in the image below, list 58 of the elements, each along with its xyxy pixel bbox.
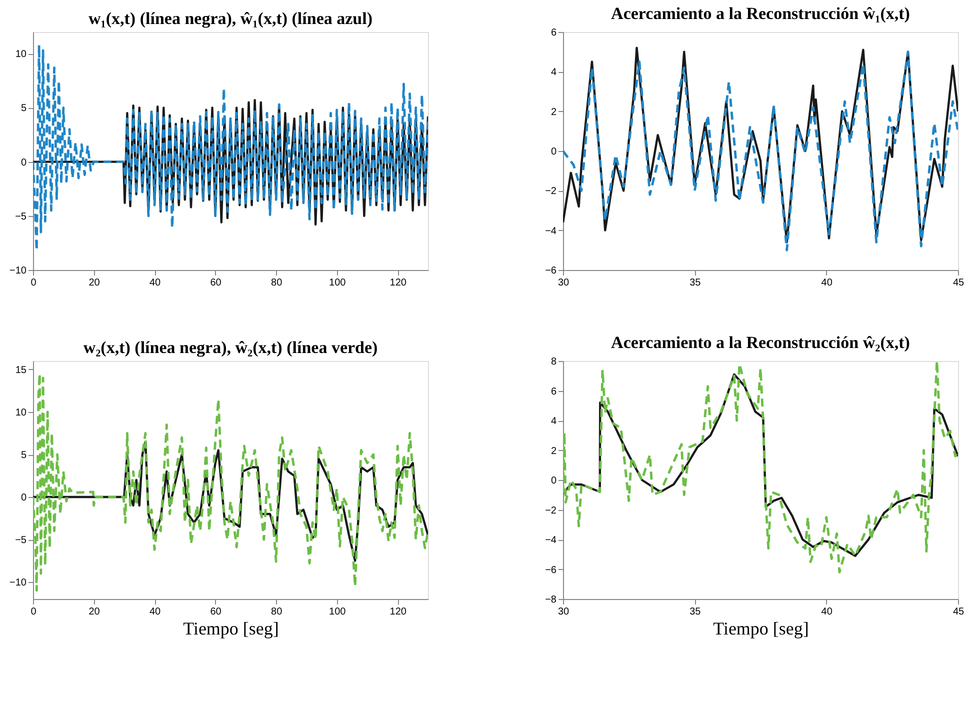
y-tick-label: 0 — [550, 146, 557, 158]
x-tick-label: 20 — [88, 606, 100, 618]
chart-title: Acercamiento a la Reconstrucción ŵ₁(x,t) — [611, 4, 910, 23]
x-tick-label: 30 — [558, 606, 570, 618]
x-tick-label: 0 — [30, 278, 37, 288]
y-tick-label: −5 — [15, 535, 27, 546]
x-axis-title: Tiempo [seg] — [713, 618, 809, 638]
y-tick-label: 5 — [20, 450, 27, 461]
y-tick-label: 5 — [20, 103, 27, 114]
y-tick-label: 10 — [15, 49, 27, 60]
line-series — [33, 372, 428, 592]
y-tick-label: −2 — [545, 186, 557, 198]
x-tick-label: 35 — [690, 278, 702, 288]
y-tick-label: 6 — [550, 386, 557, 398]
y-tick-label: 4 — [550, 67, 557, 78]
line-series — [33, 440, 428, 562]
y-tick-label: −10 — [10, 266, 27, 276]
x-tick-label: 45 — [952, 278, 964, 288]
y-tick-label: −4 — [545, 226, 557, 237]
y-tick-label: 4 — [550, 416, 557, 427]
x-axis-title: Tiempo [seg] — [183, 618, 279, 638]
x-tick-label: 40 — [821, 278, 833, 288]
chart-title: w₂(x,t) (línea negra), ŵ₂(x,t) (línea verde) — [83, 338, 378, 357]
x-tick-label: 40 — [149, 606, 162, 618]
chart-title: Acercamiento a la Reconstrucción ŵ₂(x,t) — [611, 333, 910, 352]
y-tick-label: 0 — [20, 157, 27, 168]
x-tick-label: 35 — [690, 606, 702, 618]
y-tick-label: 0 — [550, 476, 557, 486]
y-tick-label: −8 — [545, 594, 557, 606]
y-tick-label: −10 — [10, 578, 27, 588]
x-tick-label: 40 — [821, 606, 833, 618]
x-tick-label: 0 — [30, 606, 37, 618]
x-tick-label: 20 — [88, 278, 100, 288]
x-tick-label: 30 — [558, 278, 570, 288]
x-tick-label: 80 — [271, 278, 283, 288]
x-tick-label: 60 — [210, 278, 222, 288]
chart-title: w₁(x,t) (línea negra), ŵ₁(x,t) (línea azul) — [88, 9, 373, 28]
x-tick-label: 45 — [952, 606, 964, 618]
x-tick-label: 40 — [149, 278, 162, 288]
y-tick-label: −5 — [15, 211, 27, 222]
y-tick-label: 0 — [20, 492, 27, 504]
y-tick-label: 10 — [15, 408, 27, 418]
y-tick-label: −4 — [545, 535, 557, 546]
y-tick-label: 2 — [550, 446, 557, 457]
x-tick-label: 120 — [390, 278, 407, 288]
x-tick-label: 100 — [329, 278, 346, 288]
y-tick-label: −2 — [545, 505, 557, 516]
y-tick-label: 6 — [550, 28, 557, 38]
y-tick-label: 8 — [550, 356, 557, 368]
line-series — [33, 99, 428, 226]
y-tick-label: −6 — [545, 266, 557, 276]
x-tick-label: 80 — [271, 606, 283, 618]
y-tick-label: 15 — [15, 365, 27, 376]
x-tick-label: 120 — [390, 606, 407, 618]
y-tick-label: 2 — [550, 106, 557, 118]
x-tick-label: 60 — [210, 606, 222, 618]
x-tick-label: 100 — [329, 606, 346, 618]
y-tick-label: −6 — [545, 564, 557, 576]
